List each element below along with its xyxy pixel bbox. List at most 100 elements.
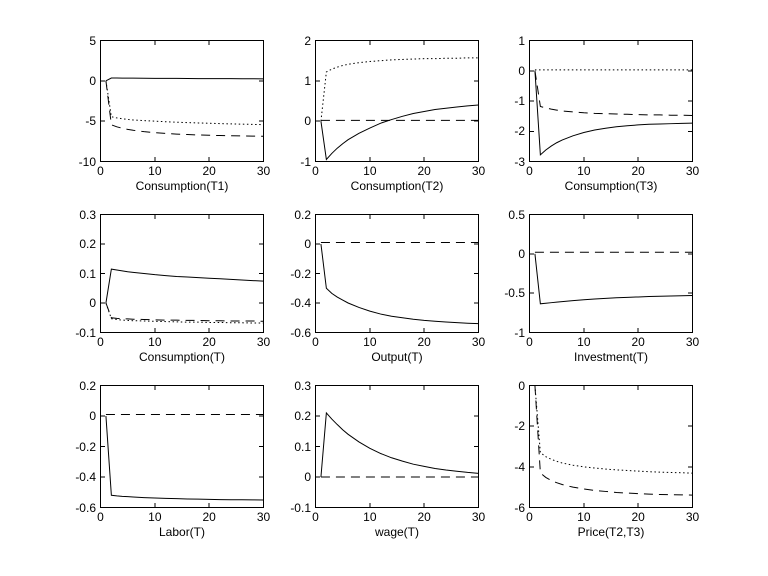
y-tick-label: 0: [89, 73, 96, 88]
x-tick-label: 10: [363, 510, 377, 524]
y-tick-label: 0: [89, 409, 96, 423]
y-tick-label: 0.5: [508, 207, 525, 222]
x-tick-label: 10: [363, 335, 377, 349]
y-tick-label: 0.2: [294, 207, 311, 222]
plot-axes: [315, 385, 479, 508]
axes-box: [100, 385, 264, 508]
y-tick-label: -0.6: [290, 325, 311, 340]
x-tick-label: 20: [417, 510, 431, 524]
y-tick-label: 0: [89, 296, 96, 310]
subplot-xlabel: Consumption(T1): [135, 179, 229, 193]
x-tick-label: 30: [471, 510, 486, 524]
y-tick-label: 0.2: [294, 409, 311, 423]
subplot-xlabel: Consumption(T2): [350, 179, 444, 193]
y-tick-label: 0: [304, 114, 311, 129]
subplot-consumption-t2: 0 10 20 30 2 1 0 -1 Consumption(T2): [300, 34, 485, 194]
series-solid-line: [105, 268, 264, 304]
y-tick-label: -2: [514, 124, 525, 139]
y-tick-label: -0.6: [75, 500, 96, 515]
y-tick-label: 0.3: [294, 378, 311, 393]
y-tick-label: -0.2: [290, 266, 311, 281]
x-tick-label: 0: [97, 164, 104, 178]
x-tick-label: 0: [312, 335, 319, 349]
y-tick-label: -5: [85, 114, 96, 129]
y-tick-label: 0: [304, 470, 311, 484]
subplot-xlabel: Consumption(T): [138, 350, 226, 364]
y-tick-label: -10: [78, 154, 96, 169]
y-tick-label: -1: [514, 325, 525, 340]
x-tick-label: 10: [148, 510, 162, 524]
x-tick-label: 10: [577, 510, 591, 524]
axes-box: [100, 214, 264, 333]
y-tick-label: 0: [518, 246, 525, 261]
plot-axes: [529, 214, 693, 333]
subplot-consumption-t: 0 10 20 30 0.3 0.2 0.1 0 -0.1 Consumption(T): [75, 208, 270, 365]
plot-axes: [529, 40, 693, 162]
series-dotted-line: [105, 80, 264, 126]
y-tick-label: -0.1: [290, 500, 311, 515]
y-tick-label: -1: [514, 94, 525, 108]
series-solid-line: [320, 243, 479, 325]
series-solid-line: [320, 104, 479, 161]
x-tick-label: 30: [471, 335, 486, 349]
series-dashed-line: [534, 385, 693, 496]
subplot-xlabel: Consumption(T3): [564, 179, 658, 193]
x-tick-label: 10: [148, 164, 162, 178]
y-tick-label: -0.1: [75, 325, 96, 340]
subplot-xlabel: Investment(T): [573, 350, 649, 364]
subplot-xlabel: Labor(T): [158, 525, 206, 539]
series-solid-line: [320, 411, 479, 478]
x-tick-label: 30: [256, 510, 271, 524]
subplot-investment-t: 0 10 20 30 0.5 0 -0.5 -1 Investment(T): [504, 208, 699, 365]
subplot-output-t: 0 10 20 30 0.2 0 -0.2 -0.4 -0.6 Output(T): [290, 208, 485, 365]
y-tick-label: 0.2: [79, 378, 96, 393]
axes-box: [529, 214, 693, 333]
series-solid-line: [534, 70, 693, 156]
subplot-consumption-t1: 0 10 20 30 5 0 -5 -10 Consumption(T1): [79, 34, 271, 194]
x-tick-label: 0: [526, 335, 533, 349]
plot-axes: [529, 385, 693, 508]
y-tick-label: -0.4: [75, 470, 96, 484]
y-tick-label: -1: [300, 154, 311, 169]
y-tick-label: 0.1: [79, 266, 96, 281]
series-dashed-line: [105, 80, 264, 137]
x-tick-label: 30: [685, 335, 700, 349]
y-tick-label: 0: [304, 237, 311, 251]
plot-axes: [315, 40, 479, 162]
x-tick-label: 20: [631, 510, 645, 524]
y-tick-label: 0: [518, 378, 525, 393]
y-tick-label: -3: [514, 154, 525, 169]
y-tick-label: 0.3: [79, 207, 96, 222]
series-dashed-line: [534, 70, 693, 117]
y-tick-label: 0.1: [294, 439, 311, 454]
y-tick-label: -2: [514, 419, 525, 434]
y-tick-label: 0.2: [79, 237, 96, 251]
axes-box: [315, 214, 479, 333]
series-dotted-line: [320, 57, 479, 122]
x-tick-label: 0: [97, 510, 104, 524]
x-tick-label: 0: [312, 164, 319, 178]
y-tick-label: 1: [518, 33, 525, 48]
axes-box: [529, 385, 693, 508]
x-tick-label: 20: [631, 164, 645, 178]
subplot-xlabel: Price(T2,T3): [577, 525, 645, 539]
y-tick-label: 2: [304, 33, 311, 48]
plot-axes: [100, 40, 264, 162]
x-tick-label: 0: [526, 510, 533, 524]
x-tick-label: 0: [312, 510, 319, 524]
y-tick-label: -0.5: [504, 286, 525, 301]
y-tick-label: 5: [89, 33, 96, 48]
plot-axes: [315, 214, 479, 333]
series-dashed-line: [105, 302, 264, 322]
series-solid-line: [105, 77, 264, 82]
x-tick-label: 10: [577, 335, 591, 349]
x-tick-label: 20: [202, 510, 216, 524]
x-tick-label: 20: [417, 335, 431, 349]
x-tick-label: 30: [256, 335, 271, 349]
x-tick-label: 20: [631, 335, 645, 349]
x-tick-label: 10: [577, 164, 591, 178]
series-dotted-line: [105, 302, 264, 324]
y-tick-label: -4: [514, 459, 525, 474]
subplot-wage-t: 0 10 20 30 0.3 0.2 0.1 0 -0.1 wage(T): [290, 379, 485, 540]
